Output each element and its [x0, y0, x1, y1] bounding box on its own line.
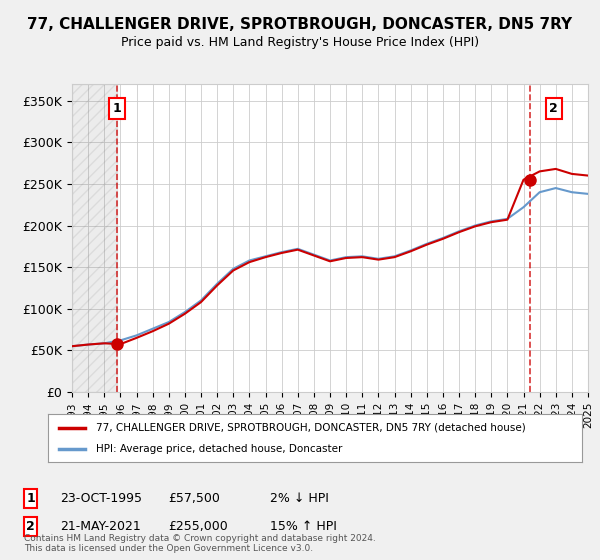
Text: 77, CHALLENGER DRIVE, SPROTBROUGH, DONCASTER, DN5 7RY (detached house): 77, CHALLENGER DRIVE, SPROTBROUGH, DONCA…: [96, 423, 526, 433]
Text: 1: 1: [113, 102, 122, 115]
Text: £57,500: £57,500: [168, 492, 220, 505]
Text: 2: 2: [550, 102, 558, 115]
Text: 2: 2: [26, 520, 35, 533]
Text: 1: 1: [26, 492, 35, 505]
Text: £255,000: £255,000: [168, 520, 228, 533]
Text: HPI: Average price, detached house, Doncaster: HPI: Average price, detached house, Donc…: [96, 444, 343, 454]
Bar: [72, 84, 118, 392]
Text: 23-OCT-1995: 23-OCT-1995: [60, 492, 142, 505]
Text: 2% ↓ HPI: 2% ↓ HPI: [270, 492, 329, 505]
Text: Contains HM Land Registry data © Crown copyright and database right 2024.
This d: Contains HM Land Registry data © Crown c…: [24, 534, 376, 553]
Text: Price paid vs. HM Land Registry's House Price Index (HPI): Price paid vs. HM Land Registry's House …: [121, 36, 479, 49]
Text: 21-MAY-2021: 21-MAY-2021: [60, 520, 141, 533]
Text: 77, CHALLENGER DRIVE, SPROTBROUGH, DONCASTER, DN5 7RY: 77, CHALLENGER DRIVE, SPROTBROUGH, DONCA…: [28, 17, 572, 32]
Text: 15% ↑ HPI: 15% ↑ HPI: [270, 520, 337, 533]
